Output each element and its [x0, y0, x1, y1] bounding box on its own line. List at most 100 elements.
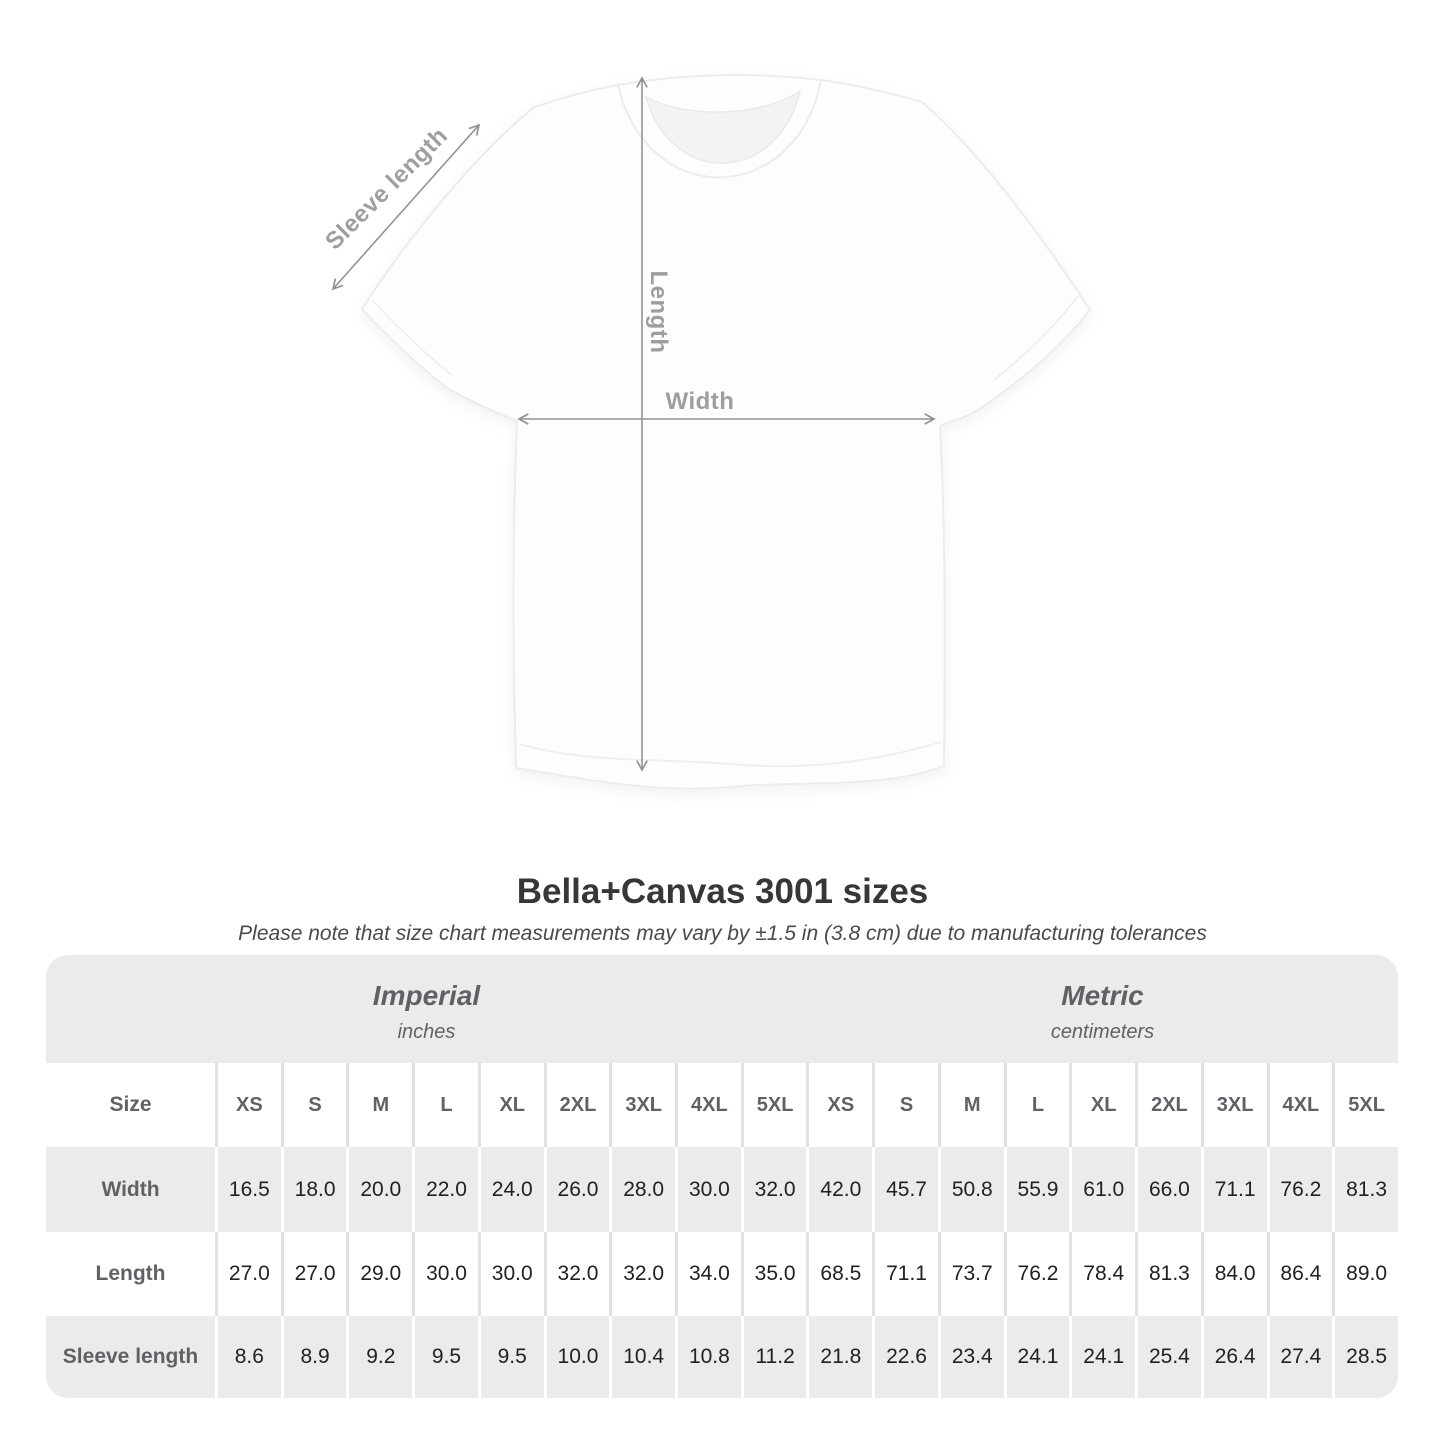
- column-header-metric-s: S: [872, 1063, 938, 1147]
- cell-sleeve-length-metric-l: 24.1: [1003, 1316, 1070, 1398]
- collar-opening: [644, 89, 802, 164]
- table-row-sleeve-length: Sleeve length 8.6 8.9 9.2 9.5 9.5 10.0 10.4 10.8…: [46, 1316, 1398, 1398]
- cell-length-imperial-m: 29.0: [346, 1232, 412, 1316]
- cell-width-metric-l: 55.9: [1003, 1147, 1070, 1232]
- cell-width-metric-3xl: 71.1: [1200, 1147, 1267, 1232]
- cell-width-imperial-m: 20.0: [346, 1147, 412, 1232]
- cell-length-metric-3xl: 84.0: [1200, 1232, 1267, 1316]
- row-label-length: Length: [95, 1262, 166, 1285]
- imperial-label: Imperial: [372, 980, 481, 1011]
- cell-length-imperial-xs: 27.0: [215, 1232, 281, 1316]
- cell-length-metric-xs: 68.5: [806, 1232, 872, 1316]
- cell-width-metric-m: 50.8: [937, 1147, 1004, 1232]
- cell-length-metric-2xl: 81.3: [1135, 1232, 1201, 1316]
- table-row-length: Length 27.0 27.0 29.0 30.0 30.0 32.0 32.0 34.0 35…: [46, 1232, 1398, 1316]
- column-header-imperial-3xl: 3XL: [609, 1063, 675, 1147]
- cell-sleeve-length-metric-xl: 24.1: [1069, 1316, 1135, 1398]
- page-title: Bella+Canvas 3001 sizes: [516, 872, 929, 911]
- cell-length-metric-l: 76.2: [1003, 1232, 1070, 1316]
- size-header-row: Size XS S M L XL 2XL 3XL 4XL 5XL XS S M L XL 2XL 3XL 4XL 5…: [46, 1063, 1398, 1147]
- row-label-sleeve-length: Sleeve length: [62, 1345, 199, 1368]
- column-header-metric-xs: XS: [806, 1063, 872, 1147]
- cell-width-imperial-4xl: 30.0: [675, 1147, 741, 1232]
- cell-sleeve-length-imperial-2xl: 10.0: [543, 1316, 610, 1398]
- cell-length-imperial-5xl: 35.0: [740, 1232, 807, 1316]
- column-header-imperial-xl: XL: [477, 1063, 544, 1147]
- column-header-metric-5xl: 5XL: [1332, 1063, 1398, 1147]
- cell-sleeve-length-imperial-4xl: 10.8: [675, 1316, 741, 1398]
- size-column-label: Size: [109, 1093, 152, 1116]
- cell-length-metric-xl: 78.4: [1069, 1232, 1135, 1316]
- cell-width-imperial-3xl: 28.0: [609, 1147, 675, 1232]
- tshirt-graphic: [361, 74, 1091, 790]
- row-label-width: Width: [101, 1177, 160, 1201]
- cell-sleeve-length-imperial-3xl: 10.4: [609, 1316, 675, 1398]
- tshirt-measurement-diagram: Sleeve length Length Width: [320, 74, 1091, 790]
- length-label: Length: [645, 271, 672, 354]
- tolerance-note: Please note that size chart measurements…: [238, 922, 1207, 945]
- cell-sleeve-length-metric-xs: 21.8: [806, 1316, 872, 1398]
- column-header-metric-2xl: 2XL: [1135, 1063, 1201, 1147]
- column-header-metric-4xl: 4XL: [1266, 1063, 1333, 1147]
- column-header-imperial-2xl: 2XL: [543, 1063, 610, 1147]
- cell-length-imperial-l: 30.0: [412, 1232, 478, 1316]
- column-header-imperial-5xl: 5XL: [740, 1063, 807, 1147]
- cell-sleeve-length-metric-s: 22.6: [872, 1316, 938, 1398]
- table-row-width: Width 16.5 18.0 20.0 22.0 24.0 26.0 28.0 30.0 32.…: [46, 1147, 1398, 1232]
- imperial-unit: inches: [397, 1021, 456, 1043]
- cell-sleeve-length-metric-2xl: 25.4: [1135, 1316, 1201, 1398]
- metric-label: Metric: [1061, 980, 1144, 1011]
- cell-length-imperial-4xl: 34.0: [675, 1232, 741, 1316]
- cell-sleeve-length-imperial-s: 8.9: [280, 1316, 347, 1398]
- cell-length-metric-4xl: 86.4: [1266, 1232, 1333, 1316]
- column-header-imperial-s: S: [280, 1063, 347, 1147]
- column-header-metric-xl: XL: [1069, 1063, 1135, 1147]
- right-cuff-seam: [993, 295, 1079, 381]
- cell-sleeve-length-imperial-5xl: 11.2: [740, 1316, 807, 1398]
- column-header-metric-3xl: 3XL: [1200, 1063, 1267, 1147]
- cell-sleeve-length-metric-5xl: 28.5: [1332, 1316, 1398, 1398]
- column-header-imperial-4xl: 4XL: [675, 1063, 741, 1147]
- metric-unit: centimeters: [1050, 1021, 1155, 1043]
- cell-width-metric-4xl: 76.2: [1266, 1147, 1333, 1232]
- cell-width-imperial-5xl: 32.0: [740, 1147, 807, 1232]
- column-header-metric-m: M: [937, 1063, 1004, 1147]
- tshirt-body: [361, 74, 1091, 790]
- left-cuff-seam: [371, 299, 453, 376]
- cell-sleeve-length-metric-3xl: 26.4: [1200, 1316, 1267, 1398]
- size-table: Imperial inches Metric centimeters Size X…: [46, 955, 1398, 1398]
- cell-length-imperial-s: 27.0: [280, 1232, 347, 1316]
- column-header-metric-l: L: [1003, 1063, 1070, 1147]
- cell-sleeve-length-metric-m: 23.4: [937, 1316, 1004, 1398]
- imperial-group-header: Imperial inches: [46, 955, 807, 1063]
- cell-width-metric-xl: 61.0: [1069, 1147, 1135, 1232]
- column-header-imperial-m: M: [346, 1063, 412, 1147]
- cell-length-metric-m: 73.7: [937, 1232, 1004, 1316]
- cell-sleeve-length-imperial-xs: 8.6: [215, 1316, 281, 1398]
- cell-width-imperial-xs: 16.5: [215, 1147, 281, 1232]
- cell-length-imperial-3xl: 32.0: [609, 1232, 675, 1316]
- unit-group-header: Imperial inches Metric centimeters: [46, 955, 1398, 1063]
- cell-length-metric-s: 71.1: [872, 1232, 938, 1316]
- cell-width-metric-xs: 42.0: [806, 1147, 872, 1232]
- cell-width-metric-s: 45.7: [872, 1147, 938, 1232]
- cell-width-imperial-s: 18.0: [280, 1147, 347, 1232]
- cell-length-imperial-2xl: 32.0: [543, 1232, 610, 1316]
- sleeve-length-arrow: [331, 123, 481, 291]
- metric-group-header: Metric centimeters: [807, 955, 1398, 1063]
- cell-width-imperial-2xl: 26.0: [543, 1147, 610, 1232]
- cell-sleeve-length-imperial-m: 9.2: [346, 1316, 412, 1398]
- cell-length-metric-5xl: 89.0: [1332, 1232, 1398, 1316]
- cell-width-metric-5xl: 81.3: [1332, 1147, 1398, 1232]
- cell-width-imperial-l: 22.0: [412, 1147, 478, 1232]
- hem-seam: [518, 741, 942, 768]
- cell-sleeve-length-metric-4xl: 27.4: [1266, 1316, 1333, 1398]
- cell-sleeve-length-imperial-xl: 9.5: [477, 1316, 544, 1398]
- cell-width-metric-2xl: 66.0: [1135, 1147, 1201, 1232]
- cell-width-imperial-xl: 24.0: [477, 1147, 544, 1232]
- column-header-imperial-l: L: [412, 1063, 478, 1147]
- cell-length-imperial-xl: 30.0: [477, 1232, 544, 1316]
- width-label: Width: [666, 388, 735, 415]
- cell-sleeve-length-imperial-l: 9.5: [412, 1316, 478, 1398]
